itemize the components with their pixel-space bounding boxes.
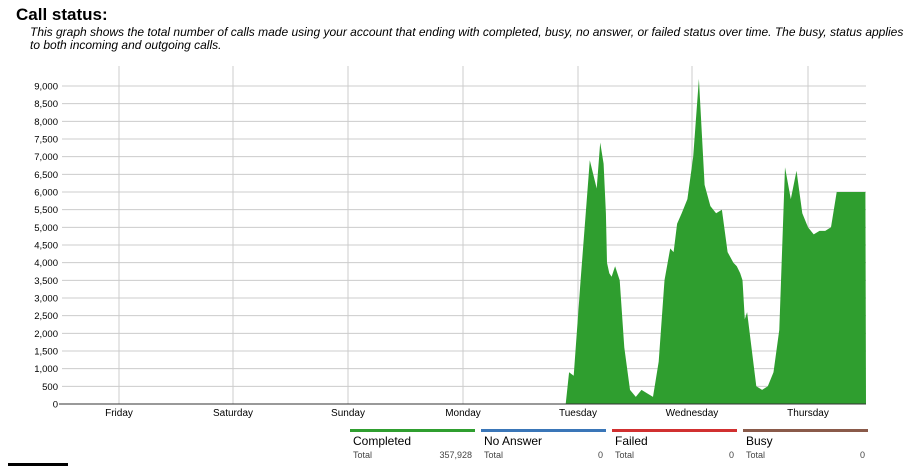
x-tick-label: Friday — [105, 408, 133, 419]
y-tick-label: 9,000 — [34, 82, 58, 93]
legend-total-label: Total — [615, 450, 635, 460]
legend-series-name: Failed — [615, 434, 648, 448]
x-tick-label: Tuesday — [559, 408, 597, 419]
completed-area — [563, 78, 866, 405]
x-tick-label: Saturday — [213, 408, 253, 419]
legend-total-row: Total 0 — [612, 450, 737, 460]
legend-item-busy[interactable]: Busy Total 0 — [743, 429, 868, 460]
legend-total-value: 0 — [728, 450, 734, 460]
y-tick-label: 500 — [42, 382, 58, 393]
legend-series-name: No Answer — [484, 434, 543, 448]
legend-total-label: Total — [353, 450, 373, 460]
legend-total-value: 0 — [859, 450, 865, 460]
y-tick-label: 6,500 — [34, 170, 58, 181]
page-title: Call status: — [16, 5, 108, 24]
legend-total-row: Total 0 — [481, 450, 606, 460]
legend-series-name: Busy — [746, 434, 773, 448]
y-tick-label: 3,500 — [34, 276, 58, 287]
legend-total-label: Total — [484, 450, 504, 460]
legend-total-value: 0 — [597, 450, 603, 460]
y-tick-label: 8,000 — [34, 117, 58, 128]
legend-total-value: 357,928 — [439, 450, 472, 460]
y-tick-label: 4,000 — [34, 258, 58, 269]
y-tick-label: 1,000 — [34, 364, 58, 375]
y-tick-label: 2,000 — [34, 329, 58, 340]
legend-item-no-answer[interactable]: No Answer Total 0 — [481, 429, 606, 460]
y-tick-label: 4,500 — [34, 241, 58, 252]
series-areas — [563, 78, 866, 405]
y-tick-label: 6,000 — [34, 188, 58, 199]
y-tick-label: 8,500 — [34, 99, 58, 110]
y-tick-label: 5,000 — [34, 223, 58, 234]
y-tick-label: 7,000 — [34, 152, 58, 163]
legend-total-row: Total 357,928 — [350, 450, 475, 460]
y-tick-label: 0 — [53, 400, 58, 411]
y-tick-label: 3,000 — [34, 294, 58, 305]
legend-total-label: Total — [746, 450, 766, 460]
axes: 0 500 1,000 1,500 2,000 2,500 3,000 3,500 4,000 4… — [34, 82, 866, 419]
x-tick-label: Sunday — [331, 408, 365, 419]
x-tick-label: Monday — [445, 408, 481, 419]
chart-description: This graph shows the total number of cal… — [30, 25, 904, 52]
y-tick-label: 2,500 — [34, 311, 58, 322]
legend-item-completed[interactable]: Completed Total 357,928 — [350, 429, 475, 460]
legend-item-failed[interactable]: Failed Total 0 — [612, 429, 737, 460]
x-tick-label: Thursday — [787, 408, 829, 419]
chart-legend: Completed Total 357,928 No Answer Total 0 Fail… — [350, 429, 868, 460]
section-divider — [8, 463, 68, 473]
y-tick-label: 7,500 — [34, 135, 58, 146]
legend-total-row: Total 0 — [743, 450, 868, 460]
x-tick-label: Wednesday — [666, 408, 719, 419]
y-tick-label: 5,500 — [34, 205, 58, 216]
legend-series-name: Completed — [353, 434, 412, 448]
y-tick-label: 1,500 — [34, 347, 58, 358]
